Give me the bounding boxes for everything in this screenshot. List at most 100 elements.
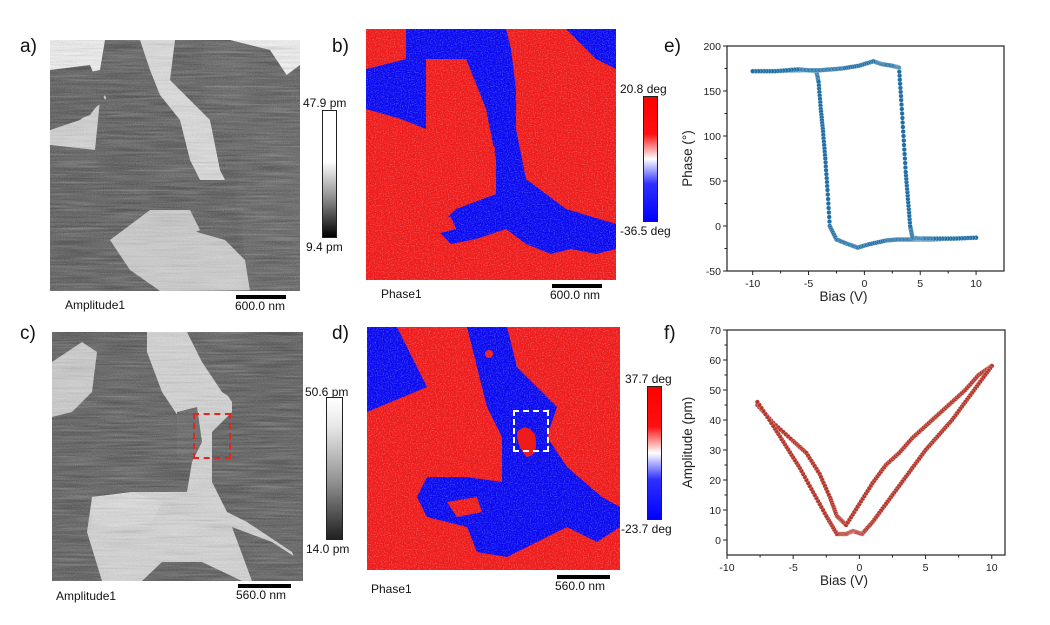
y-tick-label: 150 — [703, 86, 721, 98]
panel-label-c: c) — [20, 323, 36, 344]
data-point — [902, 160, 908, 166]
panel-label-a: a) — [20, 36, 37, 57]
colorbar-max-c: 50.6 pm — [305, 385, 349, 399]
phase-image-d — [367, 327, 620, 570]
x-tick-label: -10 — [719, 562, 734, 574]
data-point — [826, 209, 832, 216]
panel-label-d: d) — [332, 323, 349, 344]
phase-image-b — [366, 29, 616, 280]
x-tick-label: 10 — [986, 562, 998, 574]
series-line — [752, 60, 977, 240]
data-point — [900, 128, 906, 135]
data-point — [750, 68, 756, 74]
colorbar-min-a: 9.4 pm — [306, 240, 343, 254]
scale-bar-b — [552, 284, 602, 288]
data-point — [754, 399, 760, 405]
colorbar-b — [643, 96, 658, 222]
colorbar-d — [647, 386, 662, 520]
data-point — [826, 214, 832, 220]
image-caption-c: Amplitude1 — [56, 589, 117, 603]
x-tick-label: 10 — [970, 278, 982, 290]
y-tick-label: 50 — [709, 385, 721, 397]
image-caption-a: Amplitude1 — [65, 298, 126, 312]
series-forward — [754, 363, 995, 528]
y-axis-label: Phase (°) — [680, 130, 695, 186]
data-point — [901, 146, 907, 153]
data-point — [825, 200, 831, 207]
y-tick-label: 10 — [709, 505, 721, 517]
data-point — [901, 142, 907, 148]
data-point — [903, 169, 909, 175]
data-point — [824, 187, 831, 193]
y-axis-label: Amplitude (pm) — [680, 397, 695, 489]
x-tick-label: -5 — [789, 562, 798, 574]
y-tick-label: 60 — [709, 355, 721, 367]
y-tick-label: 50 — [709, 176, 721, 188]
y-tick-label: 20 — [709, 475, 721, 487]
y-tick-label: 0 — [715, 535, 721, 547]
colorbar-max-b: 20.8 deg — [620, 82, 667, 96]
data-point — [826, 205, 832, 211]
data-point — [902, 155, 908, 162]
scale-bar-d — [557, 575, 610, 579]
data-point — [902, 151, 908, 157]
x-tick-label: 0 — [861, 278, 867, 290]
scale-bar-a — [236, 295, 286, 299]
data-point — [825, 191, 831, 198]
data-point — [902, 164, 908, 171]
x-axis-label: Bias (V) — [820, 573, 868, 588]
y-tick-label: 30 — [709, 445, 721, 457]
data-point — [901, 137, 907, 144]
scale-bar-label-c: 560.0 nm — [236, 588, 287, 602]
scale-bar-label-a: 600.0 nm — [235, 299, 286, 313]
panel-label-f: f) — [664, 323, 676, 344]
data-point — [900, 124, 906, 130]
colorbar-min-c: 14.0 pm — [306, 542, 350, 556]
highlight-box-c — [193, 413, 231, 459]
colorbar-min-d: -23.7 deg — [621, 522, 672, 536]
colorbar-a — [322, 110, 337, 238]
data-point — [898, 101, 905, 108]
x-tick-label: -10 — [745, 278, 760, 290]
y-tick-label: 0 — [715, 221, 721, 233]
scale-bar-label-b: 600.0 nm — [550, 288, 601, 302]
y-tick-label: 40 — [709, 415, 721, 427]
chart-amplitude-butterfly: 70 60 50 40 30 20 10 0 -10 -5 0 5 10 Bias (V) Ampli… — [680, 325, 1006, 588]
series-reverse — [750, 58, 979, 242]
image-caption-d: Phase1 — [371, 582, 412, 596]
amplitude-image-c — [52, 332, 303, 581]
data-point — [899, 106, 905, 112]
data-point — [899, 110, 905, 117]
y-tick-label: -50 — [706, 266, 721, 278]
series-reverse — [754, 363, 995, 537]
panel-label-b: b) — [332, 36, 349, 57]
series-line — [756, 365, 993, 526]
y-tick-label: 70 — [709, 325, 721, 337]
y-tick-label: 100 — [703, 131, 721, 143]
series-line — [756, 365, 993, 535]
colorbar-c — [326, 397, 343, 540]
series-line — [752, 69, 977, 249]
plot-frame — [726, 329, 1006, 556]
data-point — [826, 218, 833, 225]
scale-bar-c — [238, 584, 291, 588]
x-axis-label: Bias (V) — [819, 289, 867, 304]
series-forward — [750, 67, 979, 251]
x-tick-label: 5 — [923, 562, 929, 574]
colorbar-max-d: 37.7 deg — [625, 372, 672, 386]
x-tick-label: 5 — [917, 278, 923, 290]
y-tick-label: 200 — [703, 41, 721, 53]
x-tick-label: 0 — [856, 562, 862, 574]
colorbar-min-b: -36.5 deg — [620, 224, 671, 238]
data-point — [899, 115, 905, 121]
data-point — [825, 196, 831, 202]
colorbar-max-a: 47.9 pm — [303, 96, 347, 110]
x-tick-label: -5 — [804, 278, 813, 290]
image-caption-b: Phase1 — [381, 287, 422, 301]
data-point — [900, 119, 906, 126]
panel-label-e: e) — [664, 36, 681, 57]
scale-bar-label-d: 560.0 nm — [555, 579, 606, 593]
data-point — [900, 133, 907, 139]
amplitude-image-a — [50, 40, 300, 291]
